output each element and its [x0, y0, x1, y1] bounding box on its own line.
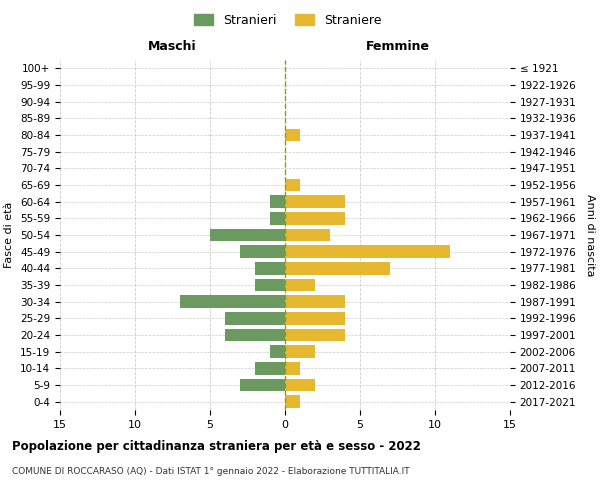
Bar [225, 329, 285, 341]
Bar [285, 229, 330, 241]
Bar [285, 329, 345, 341]
Bar [285, 128, 300, 141]
Bar [225, 312, 285, 324]
Bar [180, 296, 285, 308]
Bar [285, 396, 300, 408]
Bar [270, 196, 285, 208]
Bar [285, 379, 315, 391]
Bar [285, 312, 345, 324]
Bar [285, 262, 390, 274]
Bar [270, 346, 285, 358]
Bar [285, 279, 315, 291]
Text: COMUNE DI ROCCARASO (AQ) - Dati ISTAT 1° gennaio 2022 - Elaborazione TUTTITALIA.: COMUNE DI ROCCARASO (AQ) - Dati ISTAT 1°… [12, 468, 410, 476]
Bar [285, 246, 450, 258]
Y-axis label: Fasce di età: Fasce di età [4, 202, 14, 268]
Text: Femmine: Femmine [365, 40, 430, 54]
Text: Maschi: Maschi [148, 40, 197, 54]
Bar [285, 196, 345, 208]
Y-axis label: Anni di nascita: Anni di nascita [585, 194, 595, 276]
Bar [240, 379, 285, 391]
Bar [255, 279, 285, 291]
Bar [210, 229, 285, 241]
Legend: Stranieri, Straniere: Stranieri, Straniere [190, 8, 386, 32]
Text: Popolazione per cittadinanza straniera per età e sesso - 2022: Popolazione per cittadinanza straniera p… [12, 440, 421, 453]
Bar [255, 262, 285, 274]
Bar [285, 346, 315, 358]
Bar [240, 246, 285, 258]
Bar [285, 212, 345, 224]
Bar [285, 362, 300, 374]
Bar [285, 296, 345, 308]
Bar [270, 212, 285, 224]
Bar [255, 362, 285, 374]
Bar [285, 179, 300, 191]
